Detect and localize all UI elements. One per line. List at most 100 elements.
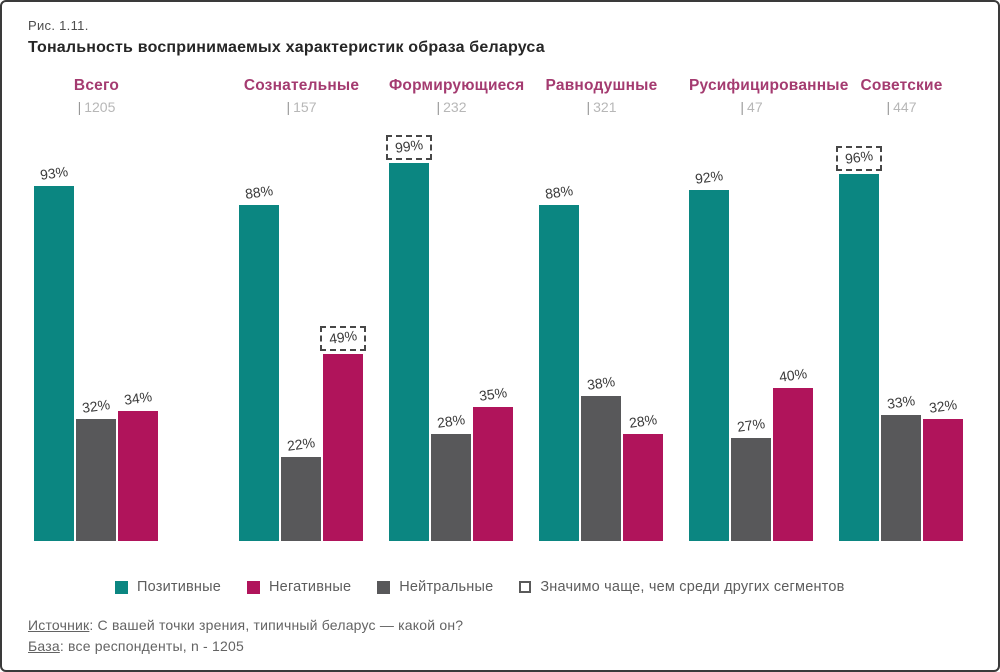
- segment-count: | 232: [389, 99, 514, 115]
- bar-value-label: 35%: [478, 384, 508, 404]
- bar-neutral-4: 38%: [581, 123, 621, 541]
- legend-item-neutral: Нейтральные: [377, 579, 493, 595]
- legend-item-negative: Негативные: [247, 579, 351, 595]
- bar-value-label: 28%: [436, 411, 466, 431]
- bar-chart: 93% 32% 34% 88% 22% 49% 99% 28% 35% 88% 38% 28% 92% 2…: [2, 123, 998, 541]
- figure-titles: Рис. 1.11. Тональность воспринимаемых ха…: [2, 2, 998, 57]
- figure-number: Рис. 1.11.: [28, 18, 89, 33]
- segment-count: | 447: [839, 99, 964, 115]
- segment-header-3: Формирующиеся | 232: [389, 77, 525, 115]
- bar-rect-negative: [323, 354, 363, 541]
- segment-count: | 157: [239, 99, 364, 115]
- segment-count-pipe: |: [740, 99, 745, 115]
- legend-item-significance: Значимо чаще, чем среди других сегментов: [519, 579, 844, 595]
- bar-rect-positive: [839, 174, 879, 541]
- source-line: Источник: С вашей точки зрения, типичный…: [28, 615, 998, 636]
- source-text: : С вашей точки зрения, типичный беларус…: [89, 617, 464, 633]
- bar-rect-negative: [923, 419, 963, 541]
- bar-rect-positive: [239, 205, 279, 541]
- bar-value-label: 32%: [928, 396, 958, 416]
- bar-value-label: 96%: [844, 147, 874, 167]
- bar-neutral-1: 32%: [76, 123, 116, 541]
- bar-rect-positive: [689, 190, 729, 541]
- segment-count-value: 157: [293, 99, 317, 115]
- bar-negative-3: 35%: [473, 123, 513, 541]
- segment-headers-row: Всего | 1205 Сознательные | 157 Формирующиеся |…: [2, 77, 998, 115]
- bar-group-2: 88% 22% 49%: [239, 123, 367, 541]
- significance-box: 99%: [385, 135, 433, 160]
- bar-group-4: 88% 38% 28%: [539, 123, 664, 541]
- bar-rect-positive: [34, 186, 74, 541]
- bar-rect-negative: [118, 411, 158, 541]
- bar-value-label: 92%: [694, 167, 724, 187]
- source-label: Источник: [28, 617, 90, 633]
- base-line: База: все респонденты, n - 1205: [28, 636, 998, 657]
- legend-swatch-positive-icon: [115, 580, 128, 594]
- significance-box: 49%: [319, 326, 367, 351]
- legend-label: Нейтральные: [399, 579, 494, 595]
- bar-rect-neutral: [281, 457, 321, 541]
- bar-value-label: 93%: [39, 163, 69, 183]
- bar-negative-6: 32%: [923, 123, 963, 541]
- legend-item-positive: Позитивные: [115, 579, 221, 595]
- bar-rect-negative: [623, 434, 663, 541]
- chart-legend: Позитивные Негативные Нейтральные Значимо ч…: [2, 579, 998, 595]
- bar-rect-negative: [773, 388, 813, 541]
- bar-group-1: 93% 32% 34%: [34, 123, 159, 541]
- figure-footer: Источник: С вашей точки зрения, типичный…: [2, 615, 998, 657]
- bar-rect-positive: [539, 205, 579, 541]
- bar-value-label: 33%: [886, 392, 916, 412]
- figure-title: Тональность воспринимаемых характеристик…: [28, 39, 545, 56]
- bar-positive-5: 92%: [689, 123, 729, 541]
- significance-box: 96%: [835, 146, 883, 171]
- bar-group-3: 99% 28% 35%: [385, 123, 514, 541]
- segment-header-1: Всего | 1205: [34, 77, 159, 115]
- bar-value-label: 88%: [544, 182, 574, 202]
- bar-neutral-5: 27%: [731, 123, 771, 541]
- bar-negative-5: 40%: [773, 123, 813, 541]
- bar-value-label: 40%: [778, 365, 808, 385]
- segment-header-5: Русифицированные | 47: [689, 77, 849, 115]
- bar-value-label: 32%: [81, 396, 111, 416]
- bar-rect-neutral: [881, 415, 921, 541]
- bar-negative-2: 49%: [319, 123, 367, 541]
- legend-swatch-neutral-icon: [377, 580, 391, 594]
- bar-rect-negative: [473, 407, 513, 541]
- segment-count-pipe: |: [286, 99, 291, 115]
- segment-count: | 1205: [34, 99, 159, 115]
- segment-count-pipe: |: [886, 99, 891, 115]
- dashed-box-icon: [519, 581, 532, 593]
- segment-label: Равнодушные: [545, 77, 658, 94]
- segment-count-pipe: |: [77, 99, 82, 115]
- bar-rect-neutral: [581, 396, 621, 541]
- legend-note: Значимо чаще, чем среди других сегментов: [540, 579, 845, 595]
- base-label: База: [28, 638, 60, 654]
- segment-label: Формирующиеся: [389, 77, 525, 94]
- segment-label: Советские: [860, 77, 943, 94]
- bar-rect-neutral: [76, 419, 116, 541]
- segment-count: | 47: [689, 99, 814, 115]
- bar-group-6: 96% 33% 32%: [835, 123, 964, 541]
- bar-group-5: 92% 27% 40%: [689, 123, 814, 541]
- bar-negative-1: 34%: [118, 123, 158, 541]
- legend-label: Позитивные: [137, 579, 222, 595]
- segment-label: Русифицированные: [689, 77, 849, 94]
- bar-neutral-3: 28%: [431, 123, 471, 541]
- bar-neutral-2: 22%: [281, 123, 321, 541]
- segment-header-2: Сознательные | 157: [239, 77, 364, 115]
- bar-rect-neutral: [431, 434, 471, 541]
- bar-value-label: 22%: [286, 434, 316, 454]
- bar-positive-4: 88%: [539, 123, 579, 541]
- bar-value-label: 34%: [123, 388, 153, 408]
- legend-label: Негативные: [269, 579, 352, 595]
- bar-value-label: 99%: [394, 136, 424, 156]
- bar-positive-3: 99%: [385, 123, 433, 541]
- bar-neutral-6: 33%: [881, 123, 921, 541]
- legend-swatch-negative-icon: [247, 580, 261, 594]
- segment-count-pipe: |: [436, 99, 441, 115]
- bar-value-label: 49%: [328, 327, 358, 347]
- bar-value-label: 38%: [586, 373, 616, 393]
- base-text: : все респонденты, n - 1205: [59, 638, 244, 654]
- segment-count-pipe: |: [586, 99, 591, 115]
